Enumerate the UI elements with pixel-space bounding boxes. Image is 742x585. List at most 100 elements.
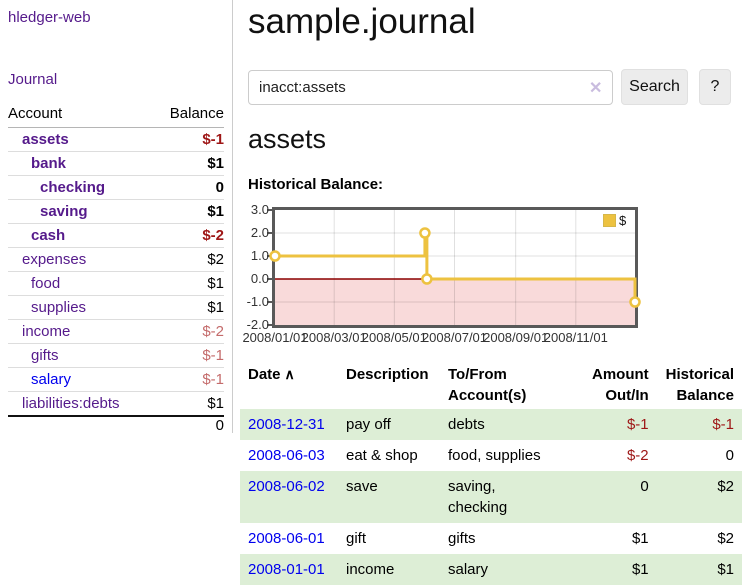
help-button[interactable]: ? xyxy=(699,69,731,105)
transaction-amount: $1 xyxy=(631,561,649,578)
account-row: food $1 xyxy=(8,271,224,296)
y-axis-tick-label: -2.0 xyxy=(246,317,269,332)
chart-title: Historical Balance: xyxy=(248,176,384,193)
register-column-header: Description xyxy=(346,366,429,383)
x-axis-tick-label: 2008/03/01 xyxy=(301,330,367,345)
account-balance: $-2 xyxy=(153,223,224,248)
x-axis-tick-label: 2008/05/01 xyxy=(361,330,427,345)
account-row: cash $-2 xyxy=(8,223,224,248)
register-header-row: Date ∧ Description To/From Account(s) Amount… xyxy=(240,361,742,409)
register-column-header: To/From Account(s) xyxy=(448,366,527,404)
account-row: supplies $1 xyxy=(8,295,224,320)
transaction-amount: $1 xyxy=(631,530,649,547)
account-row: income $-2 xyxy=(8,319,224,344)
register-column-header[interactable]: Date ∧ xyxy=(248,366,295,383)
account-link[interactable]: food xyxy=(31,275,61,292)
brand-link[interactable]: hledger-web xyxy=(8,9,91,26)
accounts-table: Account Balance assets $-1 bank $1 check… xyxy=(8,101,224,434)
x-axis-tick-label: 2008/01/01 xyxy=(242,330,308,345)
account-link[interactable]: expenses xyxy=(22,251,87,268)
account-row: assets $-1 xyxy=(8,128,224,152)
legend-label: $ xyxy=(619,213,627,228)
account-balance: $1 xyxy=(153,391,224,416)
transaction-date-link[interactable]: 2008-06-01 xyxy=(248,530,325,547)
y-axis-tick-label: 2.0 xyxy=(250,225,269,240)
account-link[interactable]: bank xyxy=(31,155,67,172)
y-axis-tick-label: 0.0 xyxy=(250,271,269,286)
transaction-balance: $-1 xyxy=(712,416,734,433)
account-link[interactable]: checking xyxy=(40,179,106,196)
sidebar-item-journal[interactable]: Journal xyxy=(8,71,58,88)
transaction-accounts: gifts xyxy=(448,530,476,547)
register-row: 2008-01-01 income salary $1 $1 xyxy=(240,554,742,585)
y-axis-tick-label: 1.0 xyxy=(250,248,269,263)
account-row: liabilities:debts $1 xyxy=(8,391,224,416)
register-rows: 2008-12-31 pay off debts $-1 $-1 2008-06… xyxy=(240,409,742,585)
account-balance: $1 xyxy=(153,295,224,320)
transaction-date-link[interactable]: 2008-01-01 xyxy=(248,561,325,578)
sidebar: hledger-web Journal Account Balance asse… xyxy=(0,0,233,434)
transaction-balance: $2 xyxy=(717,530,734,547)
accounts-total-balance: 0 xyxy=(153,415,224,434)
chart-plot-area xyxy=(267,207,641,328)
legend-swatch-icon xyxy=(603,214,616,227)
account-balance: $1 xyxy=(153,151,224,176)
account-balance: $2 xyxy=(153,247,224,272)
transaction-balance: $2 xyxy=(717,478,734,495)
search-button[interactable]: Search xyxy=(621,69,688,105)
search-input[interactable] xyxy=(248,70,613,105)
transaction-date-link[interactable]: 2008-06-03 xyxy=(248,447,325,464)
account-row: salary $-1 xyxy=(8,367,224,392)
x-axis-tick-label: 2008/07/01 xyxy=(421,330,488,345)
accounts-table-header: Account Balance xyxy=(8,101,224,128)
transaction-description: eat & shop xyxy=(346,447,418,464)
transaction-accounts: saving, checking xyxy=(448,478,508,516)
transaction-accounts: debts xyxy=(448,416,485,433)
data-point-marker xyxy=(421,273,433,285)
register-row: 2008-06-03 eat & shop food, supplies $-2… xyxy=(240,440,742,471)
account-row: gifts $-1 xyxy=(8,343,224,368)
account-balance: 0 xyxy=(153,175,224,200)
account-link[interactable]: assets xyxy=(22,131,69,148)
account-link[interactable]: saving xyxy=(40,203,88,220)
register-row: 2008-06-02 save saving, checking 0 $2 xyxy=(240,471,742,523)
account-link[interactable]: gifts xyxy=(31,347,59,364)
page-title: sample.journal xyxy=(248,2,476,41)
transaction-description: income xyxy=(346,561,395,578)
clear-search-icon[interactable]: ✕ xyxy=(589,80,603,97)
account-rows: assets $-1 bank $1 checking 0 saving $1 … xyxy=(8,128,224,416)
chart-legend: $ xyxy=(603,213,626,228)
account-balance: $1 xyxy=(153,199,224,224)
y-axis-tick-label: 3.0 xyxy=(250,202,269,217)
account-link[interactable]: cash xyxy=(31,227,66,244)
data-point-marker xyxy=(629,296,641,308)
account-link[interactable]: income xyxy=(22,323,71,340)
account-link[interactable]: salary xyxy=(31,371,72,388)
account-balance: $-1 xyxy=(153,367,224,392)
data-point-marker xyxy=(419,227,431,239)
account-row: expenses $2 xyxy=(8,247,224,272)
account-link[interactable]: liabilities:debts xyxy=(22,395,120,412)
x-axis-tick-label: 2008/11/01 xyxy=(543,330,608,345)
transaction-description: pay off xyxy=(346,416,391,433)
transaction-date-link[interactable]: 2008-06-02 xyxy=(248,478,325,495)
transaction-date-link[interactable]: 2008-12-31 xyxy=(248,416,325,433)
transaction-amount: $-2 xyxy=(626,447,649,464)
register-section: Date ∧ Description To/From Account(s) Amount… xyxy=(240,361,742,585)
register-row: 2008-12-31 pay off debts $-1 $-1 xyxy=(240,409,742,440)
account-heading: assets xyxy=(248,124,327,154)
account-link[interactable]: supplies xyxy=(31,299,87,316)
account-balance: $-1 xyxy=(202,131,224,148)
accounts-total-row: 0 xyxy=(8,415,224,434)
y-axis-tick-label: -1.0 xyxy=(246,294,269,309)
account-balance: $-2 xyxy=(153,319,224,344)
historical-balance-chart: $ 3.0 2.0 1.0 0.0 -1.0 -2.0 2008/01/01 2008/03/… xyxy=(240,200,742,350)
chart-canvas xyxy=(267,209,641,326)
transaction-balance: $1 xyxy=(717,561,734,578)
register-column-header: Historical Balance xyxy=(665,366,734,404)
account-row: checking 0 xyxy=(8,175,224,200)
balance-column-header: Balance xyxy=(153,101,224,128)
transaction-balance: 0 xyxy=(725,447,734,464)
account-column-header: Account xyxy=(8,101,154,128)
